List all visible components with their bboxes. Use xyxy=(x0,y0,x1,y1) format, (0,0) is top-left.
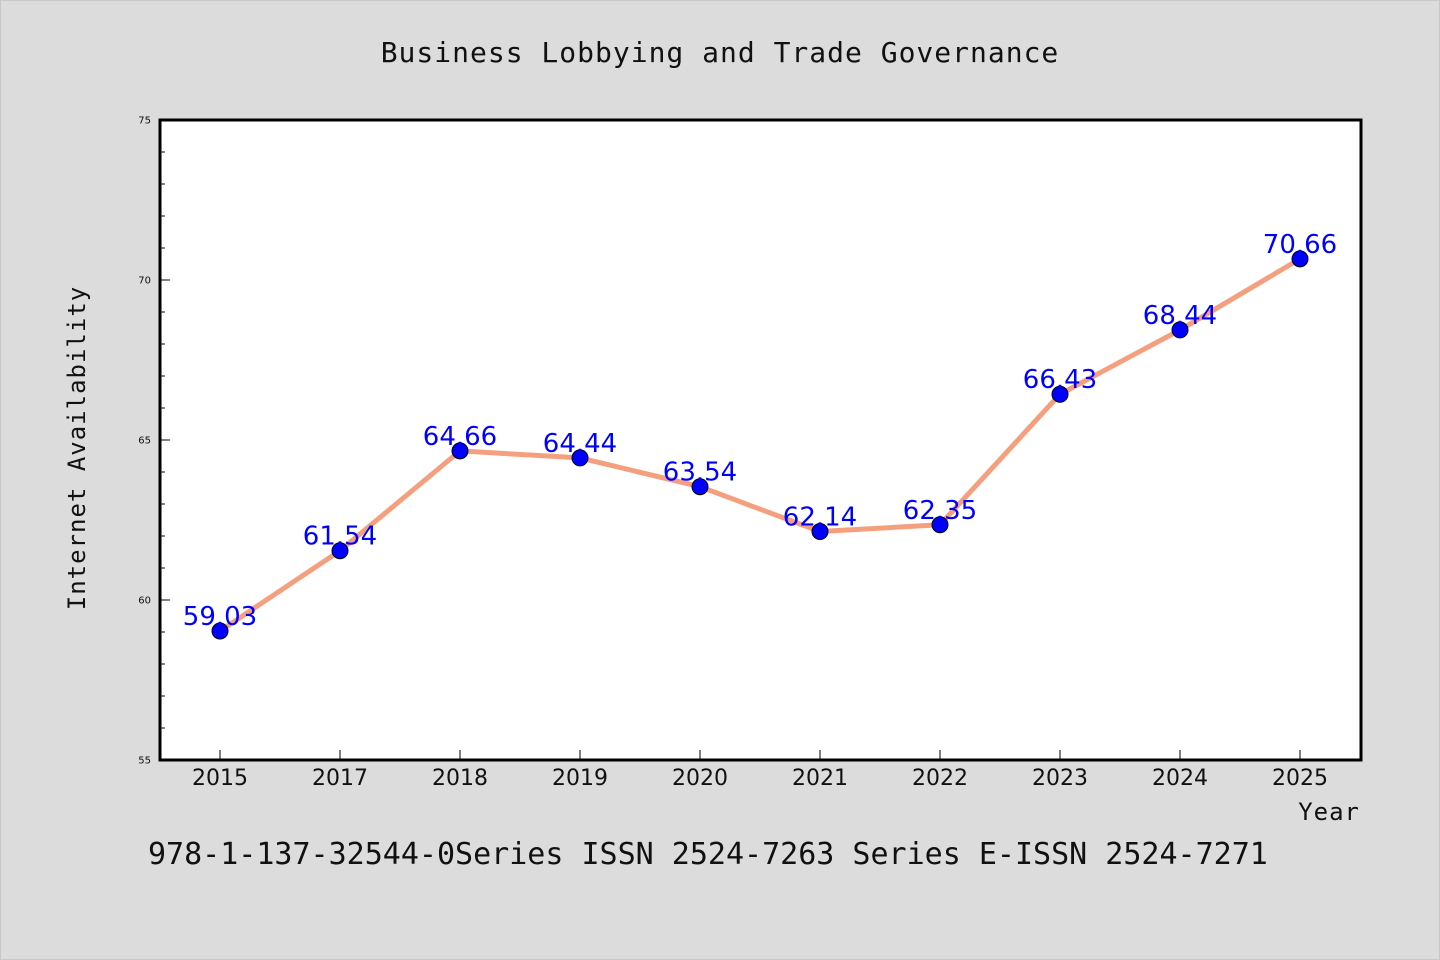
footer-isbn-issn: 978-1-137-32544-0Series ISSN 2524-7263 S… xyxy=(148,837,1268,872)
y-axis: 55 60 65 70 75 xyxy=(138,116,170,767)
y-tick-label: 75 xyxy=(138,116,151,127)
data-point xyxy=(1171,321,1189,339)
y-tick-label: 65 xyxy=(138,436,151,447)
x-tick-label: 2018 xyxy=(432,766,488,791)
series-line xyxy=(217,256,1303,634)
x-tick-label: 2020 xyxy=(672,766,728,791)
data-point xyxy=(451,442,469,460)
data-point xyxy=(1291,250,1309,268)
data-point xyxy=(1051,385,1069,403)
data-label: 62.14 xyxy=(783,503,857,533)
data-point xyxy=(571,449,589,467)
chart-title: Business Lobbying and Trade Governance xyxy=(381,36,1060,69)
x-axis-label: Year xyxy=(1298,798,1360,826)
y-axis-label: Internet Availability xyxy=(63,286,91,610)
data-label: 66.43 xyxy=(1023,365,1097,395)
data-label: 62.35 xyxy=(903,496,977,526)
data-label: 70.66 xyxy=(1263,230,1337,260)
x-tick-label: 2017 xyxy=(312,766,368,791)
x-axis: 2015 2017 2018 2019 2020 2021 2022 2023 2024 2025 xyxy=(192,750,1328,791)
x-tick-label: 2023 xyxy=(1032,766,1088,791)
data-label: 59.03 xyxy=(183,602,257,632)
data-label: 68.44 xyxy=(1143,301,1217,331)
data-point xyxy=(211,622,229,640)
x-tick-label: 2019 xyxy=(552,766,608,791)
data-point xyxy=(811,523,829,541)
x-tick-label: 2015 xyxy=(192,766,248,791)
data-point xyxy=(691,478,709,496)
data-label: 63.54 xyxy=(663,458,737,488)
plot-area xyxy=(158,118,1363,762)
y-tick-label: 70 xyxy=(138,276,151,287)
y-tick-label: 60 xyxy=(138,596,151,607)
x-tick-label: 2021 xyxy=(792,766,848,791)
data-label: 64.44 xyxy=(543,429,617,459)
data-point xyxy=(931,516,949,534)
data-label: 61.54 xyxy=(303,522,377,552)
x-tick-label: 2025 xyxy=(1272,766,1328,791)
data-point xyxy=(331,542,349,560)
series-layer: 59.03 61.54 64.66 64.44 63.54 62.14 62.35 66.43… xyxy=(183,230,1337,640)
data-label: 64.66 xyxy=(423,422,497,452)
y-tick-label: 55 xyxy=(138,756,151,767)
x-tick-label: 2024 xyxy=(1152,766,1208,791)
x-tick-label: 2022 xyxy=(912,766,968,791)
